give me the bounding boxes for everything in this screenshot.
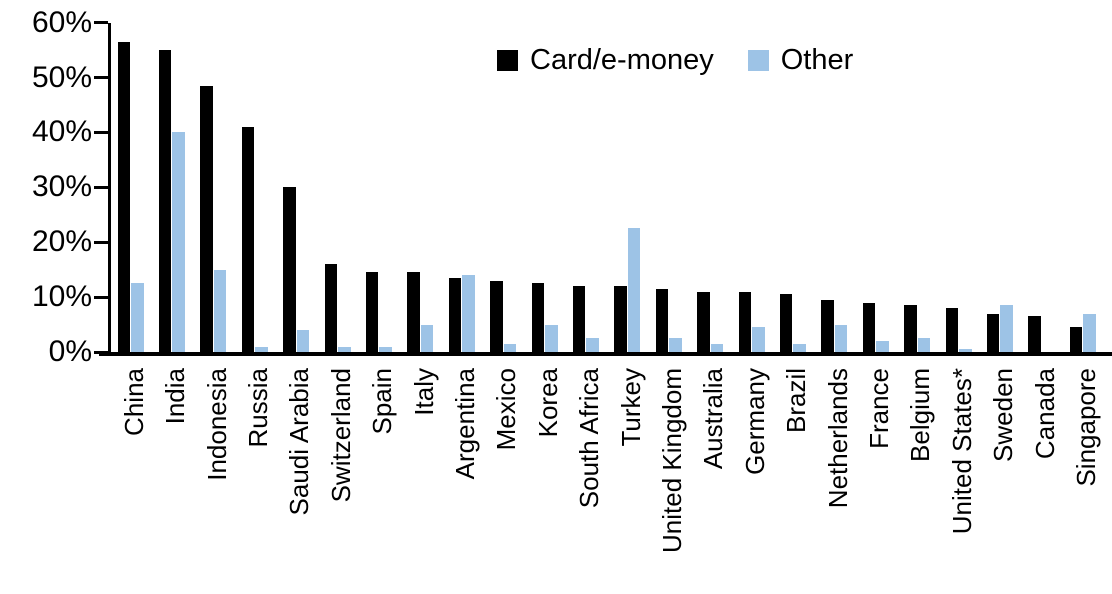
bar-other	[545, 324, 558, 352]
bar-other	[834, 324, 848, 352]
x-axis-label: Singapore	[1070, 368, 1101, 487]
y-axis-tick-label: 20%	[31, 225, 92, 259]
bar-other	[131, 283, 144, 352]
y-axis-tick-label: 10%	[31, 280, 92, 314]
bar-card-e-money	[738, 291, 751, 352]
bar-other	[876, 341, 889, 352]
bar-other	[172, 132, 185, 352]
bar-card-e-money	[697, 291, 710, 352]
y-axis-tick-label: 50%	[31, 60, 92, 94]
chart-legend: Card/e-money Other	[497, 44, 853, 76]
bar-other	[793, 343, 806, 352]
legend-item-other: Other	[747, 44, 854, 76]
bar-other	[420, 324, 434, 352]
bar-card-e-money	[904, 305, 917, 352]
bar-card-e-money	[821, 299, 834, 352]
x-axis-label: Turkey	[615, 368, 646, 447]
x-axis-label: Sweden	[988, 368, 1019, 462]
x-axis-label: Russia	[242, 368, 273, 448]
bar-other	[213, 269, 227, 352]
bar-other	[462, 275, 475, 352]
y-axis-tick	[94, 185, 108, 189]
x-axis-label: Saudi Arabia	[284, 368, 315, 516]
bar-card-e-money	[241, 126, 255, 352]
x-axis-label: China	[118, 368, 149, 436]
bar-card-e-money	[1069, 327, 1083, 352]
x-axis-line	[99, 352, 1112, 356]
bar-card-e-money	[862, 302, 876, 352]
legend-swatch-other	[747, 49, 769, 71]
bar-other	[379, 346, 392, 352]
y-axis-tick-label: 60%	[31, 5, 92, 39]
bar-other	[503, 343, 517, 352]
bar-other	[1083, 313, 1096, 352]
bar-other	[710, 343, 724, 352]
bar-card-e-money	[1028, 316, 1041, 352]
x-axis-label: India	[160, 368, 191, 425]
bar-other	[669, 338, 682, 352]
bar-card-e-money	[614, 286, 627, 352]
bar-card-e-money	[490, 280, 503, 352]
x-axis-label: Canada	[1029, 368, 1060, 460]
bar-card-e-money	[407, 272, 420, 352]
bar-card-e-money	[158, 50, 172, 352]
y-axis-tick	[94, 21, 108, 25]
x-axis-label: Netherlands	[822, 368, 853, 509]
y-axis-tick-label: 40%	[31, 115, 92, 149]
x-axis-label: Switzerland	[325, 368, 356, 503]
y-axis-tick-label: 30%	[31, 170, 92, 204]
x-axis-label: Belgium	[905, 368, 936, 462]
x-axis-label: Italy	[408, 368, 439, 416]
x-axis-label: Indonesia	[201, 368, 232, 481]
bar-other	[752, 327, 765, 352]
x-axis-label: Germany	[739, 368, 770, 475]
x-axis-label: South Africa	[574, 368, 605, 509]
y-axis-tick	[94, 130, 108, 134]
y-axis-line	[108, 22, 111, 356]
bar-card-e-money	[365, 272, 379, 352]
bar-other	[296, 330, 310, 352]
bar-other	[959, 349, 972, 352]
bar-card-e-money	[779, 294, 793, 352]
bar-card-e-money	[448, 277, 462, 352]
legend-label-card-e-money: Card/e-money	[530, 44, 714, 76]
bar-card-e-money	[531, 283, 544, 352]
x-axis-label: France	[863, 368, 894, 449]
bar-card-e-money	[200, 85, 213, 352]
x-axis-label: Argentina	[449, 368, 480, 480]
x-axis-label: Brazil	[781, 368, 812, 434]
x-axis-label: Australia	[698, 368, 729, 470]
x-axis-label: Korea	[532, 368, 563, 438]
legend-label-other: Other	[780, 44, 854, 76]
bar-card-e-money	[655, 288, 669, 352]
x-axis-label: United Kingdom	[656, 368, 687, 553]
x-axis-label: Mexico	[491, 368, 522, 451]
bar-card-e-money	[572, 286, 586, 352]
bar-other	[255, 346, 268, 352]
y-axis-tick-label: 0%	[48, 335, 92, 368]
legend-item-card-e-money: Card/e-money	[497, 44, 714, 76]
bar-other	[586, 338, 599, 352]
bar-other	[338, 346, 351, 352]
y-axis-tick	[94, 76, 108, 79]
bar-other	[917, 338, 931, 352]
legend-swatch-card-e-money	[497, 49, 518, 71]
y-axis-tick	[94, 240, 108, 244]
bar-card-e-money	[945, 308, 958, 352]
x-axis-label: United States*	[946, 368, 977, 535]
bar-other	[627, 228, 641, 352]
bar-card-e-money	[324, 264, 337, 352]
bar-card-e-money	[117, 41, 130, 352]
bar-card-e-money	[986, 313, 1000, 352]
bar-card-e-money	[283, 187, 296, 352]
bar-other	[1000, 305, 1013, 352]
x-axis-label: Spain	[367, 368, 398, 435]
y-axis-tick	[94, 295, 108, 299]
